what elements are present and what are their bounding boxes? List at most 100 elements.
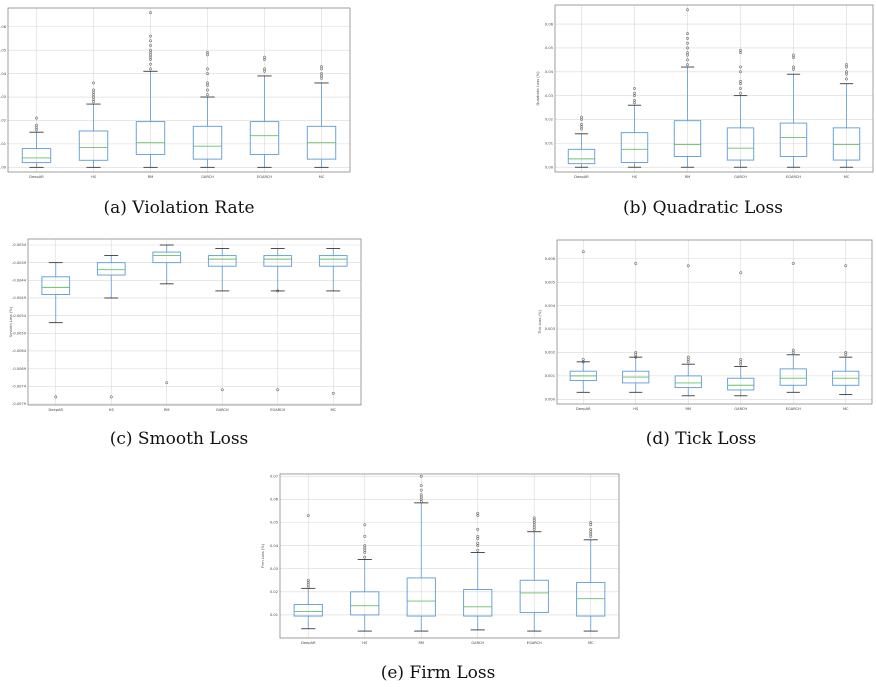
y-tick-label: 0.03 [545, 94, 553, 98]
box-egarch [779, 261, 807, 393]
flier-point [739, 87, 742, 90]
y-tick-label: 0.006 [545, 257, 556, 261]
flier-point [844, 351, 848, 354]
iqr-box [192, 125, 223, 160]
flier-point [149, 67, 152, 71]
x-tick-label: GARCH [734, 175, 747, 179]
flier-point [686, 51, 689, 55]
flier-point [580, 115, 583, 119]
flier-point [149, 44, 152, 47]
chart-panel-tick-loss: 0.000 0.001 0.002 0.003 0.004 0.005 0.006 Tick … [517, 236, 876, 449]
y-tick-label: 0.05 [270, 521, 278, 525]
box-hs [350, 523, 380, 632]
box-hs [96, 255, 126, 399]
flier-point [845, 77, 848, 81]
plot-frame [556, 239, 873, 405]
flier-point [844, 264, 848, 268]
x-tick-label: DeepAR [301, 641, 316, 645]
box-rm [152, 244, 182, 385]
x-tick-label: EGARCH [527, 641, 542, 645]
flier-point [739, 91, 742, 95]
box-garch [192, 51, 223, 168]
y-axis-label: Quadratic Loss (%) [536, 71, 540, 106]
flier-point [220, 388, 224, 392]
flier-point [686, 41, 689, 45]
flier-point [686, 63, 689, 67]
box-mc [318, 248, 348, 395]
flier-point [206, 93, 209, 97]
box-rm [674, 264, 702, 397]
flier-point [476, 541, 480, 545]
x-tick-label: GARCH [216, 408, 229, 412]
y-tick-label: 0.02 [545, 118, 553, 122]
flier-point [149, 48, 152, 52]
y-tick-label: -0.0049 [12, 296, 27, 300]
y-axis-label: Firm Loss (%) [261, 543, 265, 568]
x-tick-label: HS [362, 641, 368, 645]
flier-point [419, 474, 423, 478]
caption-violation-rate: (a) Violation Rate [103, 198, 255, 218]
iqr-box [832, 127, 861, 161]
y-tick-label: -0.0044 [12, 279, 27, 283]
flier-point [739, 65, 742, 69]
flier-point [35, 116, 38, 120]
box-egarch [263, 248, 293, 392]
x-tick-label: MC [843, 407, 849, 411]
iqr-box [135, 121, 166, 155]
flier-point [149, 11, 152, 15]
iqr-box [249, 121, 280, 155]
box-garch [727, 271, 755, 397]
iqr-box [463, 589, 493, 617]
caption-firm-loss: (e) Firm Loss [380, 663, 496, 683]
flier-point [149, 62, 152, 66]
flier-point [92, 81, 95, 85]
caption-tick-loss: (d) Tick Loss [645, 429, 757, 449]
box-deepar [41, 262, 71, 399]
y-tick-label: 0.004 [545, 304, 556, 308]
iqr-box [576, 582, 606, 617]
flier-point [686, 264, 690, 268]
iqr-box [519, 579, 549, 614]
flier-point [306, 514, 310, 518]
flier-point [206, 72, 209, 76]
flier-point [306, 578, 310, 582]
iqr-box [567, 148, 596, 165]
y-tick-label: 0.01 [0, 142, 6, 146]
flier-point [35, 123, 38, 127]
iqr-box [318, 255, 348, 267]
x-tick-label: HS [91, 175, 97, 179]
flier-point [476, 527, 480, 531]
y-tick-label: 0.01 [545, 142, 553, 146]
x-tick-label: HS [109, 408, 115, 412]
flier-point [263, 55, 266, 59]
flier-point [276, 289, 280, 293]
iqr-box [41, 276, 71, 295]
x-tick-label: RM [685, 175, 691, 179]
flier-point [739, 79, 742, 83]
y-tick-label: 0.04 [0, 72, 7, 76]
y-tick-label: -0.0074 [12, 384, 27, 388]
chart-panel-smooth-loss: -0.0079 -0.0074 -0.0069 -0.0064 -0.0059 -0.00… [0, 236, 362, 449]
chart-tick-loss: 0.000 0.001 0.002 0.003 0.004 0.005 0.006 Tick … [538, 239, 873, 411]
flier-point [363, 544, 367, 548]
x-tick-label: HS [633, 407, 639, 411]
y-tick-label: 0.06 [270, 498, 279, 502]
flier-point [792, 53, 795, 57]
x-tick-label: RM [164, 408, 170, 412]
flier-point [686, 36, 689, 40]
chart-panel-firm-loss: 0.01 0.02 0.03 0.04 0.05 0.06 0.07 Firm Loss (%… [258, 472, 620, 687]
chart-firm-loss: 0.01 0.02 0.03 0.04 0.05 0.06 0.07 Firm Loss (%… [261, 473, 620, 645]
flier-point [206, 67, 209, 71]
flier-point [363, 555, 367, 559]
flier-point [739, 358, 743, 361]
flier-point [792, 65, 795, 69]
flier-point [634, 351, 638, 354]
x-tick-label: DeepAR [574, 175, 589, 179]
iqr-box [779, 122, 808, 157]
y-axis-label: Smooth Loss (%) [9, 306, 13, 337]
caption-smooth-loss: (c) Smooth Loss [109, 429, 249, 449]
box-garch [463, 511, 493, 631]
plot-frame [7, 7, 351, 173]
x-tick-label: DeepAR [29, 175, 44, 179]
iqr-box [152, 251, 182, 264]
